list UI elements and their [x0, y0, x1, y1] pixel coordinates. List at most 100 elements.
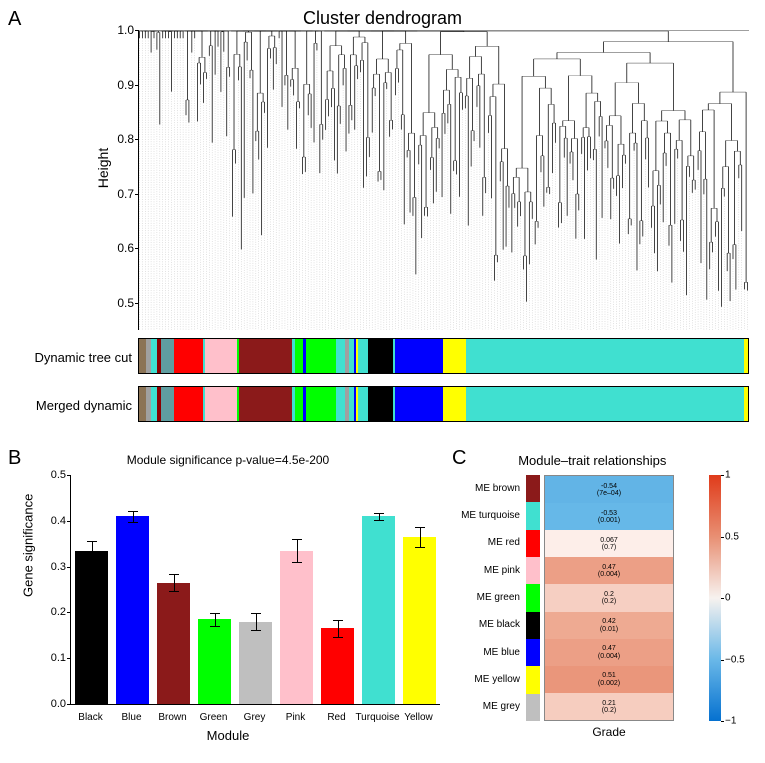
- errorbar-cap: [415, 547, 425, 548]
- errorbar: [256, 613, 257, 629]
- colorband-merged-dynamic: [138, 386, 749, 422]
- heatmap-cell-pval: (0.01): [600, 626, 618, 633]
- heatmap-cell-value: 0.067: [600, 537, 618, 544]
- errorbar-cap: [128, 522, 138, 523]
- errorbar-cap: [169, 591, 179, 592]
- panel-b-ytickline: [67, 704, 70, 705]
- heatmap-rowlabel: ME blue: [458, 647, 520, 658]
- errorbar-cap: [251, 630, 261, 631]
- colorband-segment: [360, 339, 367, 373]
- colorband-segment: [443, 339, 466, 373]
- heatmap-rowlabel: ME pink: [458, 565, 520, 576]
- colorscale-tick: 0.5: [725, 531, 739, 542]
- panel-a-ytick: 0.8: [112, 132, 134, 146]
- colorband-segment: [161, 387, 174, 421]
- colorscale-tick: 1: [725, 470, 731, 481]
- colorscale-tickline: [721, 537, 724, 538]
- colorband-segment: [178, 339, 204, 373]
- heatmap-cell-value: 0.21: [602, 700, 616, 707]
- panel-a-title: Cluster dendrogram: [303, 8, 462, 29]
- panel-a-label: A: [8, 8, 21, 31]
- colorscale-tick: −1: [725, 716, 736, 727]
- heatmap-rowkey: [526, 666, 540, 693]
- heatmap-cell-pval: (0.004): [598, 571, 620, 578]
- errorbar-cap: [333, 637, 343, 638]
- errorbar-cap: [210, 626, 220, 627]
- bar-grey: [239, 622, 272, 704]
- heatmap-colorscale: −1−0.500.51: [709, 475, 721, 721]
- panel-a-ytickline: [135, 85, 138, 86]
- bar-green: [198, 619, 231, 704]
- panel-a-ytick: 0.6: [112, 241, 134, 255]
- colorband-segment: [466, 339, 744, 373]
- panel-b-xtick: Green: [200, 712, 228, 723]
- colorband-segment: [744, 387, 748, 421]
- panel-a-ytickline: [135, 248, 138, 249]
- heatmap-rowlabel: ME red: [458, 537, 520, 548]
- panel-a-ytick: 0.9: [112, 78, 134, 92]
- panel-b-xtick: Brown: [158, 712, 186, 723]
- heatmap-cell-value: 0.51: [602, 672, 616, 679]
- heatmap-cell-pval: (0.001): [598, 517, 620, 524]
- panel-b-label: B: [8, 447, 21, 470]
- heatmap: -0.54(7e–04)-0.53(0.001)0.067(0.7)0.47(0…: [544, 475, 674, 721]
- heatmap-cell: -0.54(7e–04): [545, 476, 673, 503]
- panel-c-title: Module–trait relationships: [518, 453, 666, 468]
- colorband-segment: [209, 387, 237, 421]
- errorbar-cap: [333, 620, 343, 621]
- heatmap-cell-pval: (0.7): [602, 544, 616, 551]
- colorband-segment: [744, 339, 748, 373]
- panel-b-xtick: Yellow: [404, 712, 433, 723]
- panel-a-ytickline: [135, 30, 138, 31]
- colorband-segment: [466, 387, 744, 421]
- colorband-segment: [395, 387, 443, 421]
- panel-b-title: Module significance p-value=4.5e-200: [127, 453, 329, 467]
- errorbar-cap: [87, 560, 97, 561]
- colorband-segment: [239, 339, 292, 373]
- bar-red: [321, 628, 354, 704]
- heatmap-cell: 0.067(0.7): [545, 530, 673, 557]
- errorbar: [297, 539, 298, 562]
- panel-b-ytickline: [67, 521, 70, 522]
- colorband-segment: [178, 387, 204, 421]
- heatmap-cell-pval: (0.2): [602, 598, 616, 605]
- row-label-merged-dynamic: Merged dynamic: [12, 398, 132, 413]
- heatmap-rowlabel: ME yellow: [458, 674, 520, 685]
- colorband-segment: [295, 339, 304, 373]
- heatmap-rowkey: [526, 639, 540, 666]
- colorband-segment: [306, 339, 337, 373]
- panel-b-xtick: Red: [327, 712, 345, 723]
- heatmap-cell-value: 0.2: [604, 591, 614, 598]
- errorbar: [174, 574, 175, 590]
- panel-c-label: C: [452, 447, 466, 470]
- heatmap-rowlabel: ME brown: [458, 483, 520, 494]
- colorband-segment: [139, 387, 146, 421]
- bar-brown: [157, 583, 190, 704]
- colorscale-tickline: [721, 660, 724, 661]
- panel-b-ytickline: [67, 658, 70, 659]
- colorband-segment: [306, 387, 337, 421]
- panel-b-ylabel: Gene significance: [21, 494, 36, 597]
- heatmap-cell-value: -0.53: [601, 510, 617, 517]
- errorbar-cap: [374, 513, 384, 514]
- errorbar-cap: [292, 539, 302, 540]
- panel-a-ylabel: Height: [95, 148, 111, 188]
- colorscale-tick: −0.5: [725, 654, 745, 665]
- heatmap-rowlabel: ME turquoise: [458, 510, 520, 521]
- heatmap-cell-pval: (7e–04): [597, 490, 621, 497]
- heatmap-cell: 0.51(0.002): [545, 666, 673, 693]
- colorband-segment: [239, 387, 292, 421]
- colorband-segment: [209, 339, 237, 373]
- panel-c-xlabel: Grade: [592, 725, 625, 739]
- row-label-dynamic-tree-cut: Dynamic tree cut: [12, 350, 132, 365]
- colorband-segment: [368, 387, 394, 421]
- panel-b-ytickline: [67, 475, 70, 476]
- figure-root: A Cluster dendrogram Height 0.50.60.70.8…: [8, 8, 757, 747]
- colorscale-tickline: [721, 598, 724, 599]
- colorband-segment: [368, 339, 394, 373]
- errorbar-cap: [169, 574, 179, 575]
- errorbar-cap: [251, 613, 261, 614]
- colorband-segment: [161, 339, 174, 373]
- heatmap-rowlabel: ME grey: [458, 701, 520, 712]
- bar-blue: [116, 516, 149, 704]
